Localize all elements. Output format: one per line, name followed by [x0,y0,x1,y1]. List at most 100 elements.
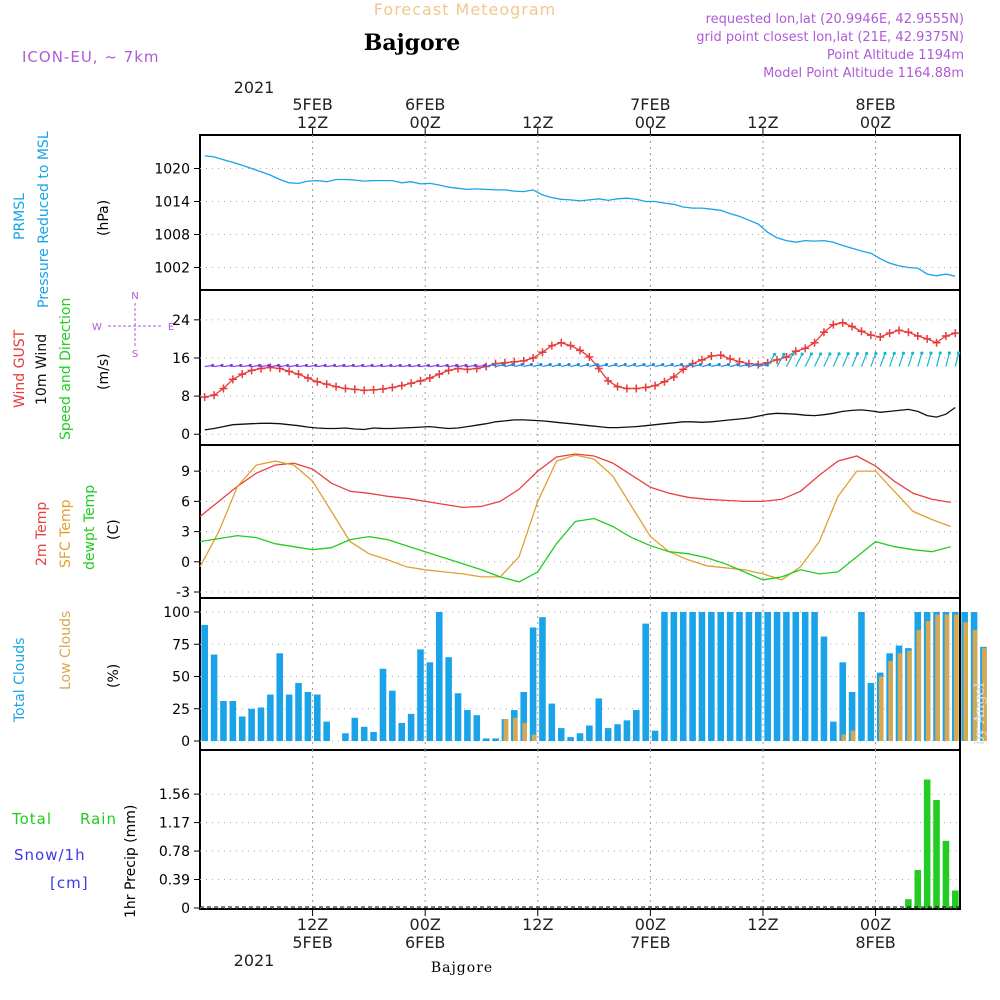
pressure-panel-frame [199,134,961,291]
wind-arrow-head [239,363,243,368]
low-clouds-bar [935,614,940,741]
wind-arrow-head [576,363,580,367]
wind-gust-marker [397,381,406,390]
wind-gust-marker [848,322,857,331]
wind-arrow-head [947,351,952,355]
total-clouds-bar [820,636,828,741]
wind-arrow-head [819,352,823,356]
total-clouds-bar [576,733,584,741]
prmsl-line [204,155,956,277]
prmsl-label: PRMSL [12,193,28,240]
compass-rose: N S W E [92,291,174,360]
total-clouds-bar [848,691,856,741]
total-clouds-bar [464,710,471,741]
wind-gust-marker [716,351,725,360]
wind-gust-marker [313,377,322,386]
total-clouds-bar [238,716,246,741]
top-axis-day-label: 8FEB [855,95,895,114]
wind-gust-marker [885,329,894,338]
total-clouds-bar [557,728,565,741]
wind-direction-arrow [832,353,840,367]
wind-direction-arrow [823,353,831,367]
wind-arrow-head [567,363,571,367]
bottom-year-label: 2021 [234,951,275,970]
total-clouds-bar [717,612,725,741]
bottom-axis-day-label: 7FEB [630,933,670,952]
precip-panel-frame [199,749,961,910]
total-clouds-bar [811,612,818,741]
temp-2m-line [199,453,951,518]
wind-arrow-head [220,363,224,368]
wind-arrow-head [901,351,906,355]
wind-arrow-head [548,363,552,367]
wind-gust-marker [622,384,631,393]
total-clouds-bar [689,612,696,741]
top-axis-hour-label: 12Z [747,113,778,132]
total-clouds-bar [248,708,255,741]
total-clouds-bar [783,612,790,741]
wind-gust-marker [838,318,847,327]
wind-gust-marker [904,328,913,337]
total-clouds-bar [708,612,715,741]
precip-ytick-label: 0.78 [159,844,190,860]
low-clouds-bar [850,730,856,741]
wind-gust-marker [613,382,622,391]
wind-10m-label: 10m Wind [34,334,50,405]
precip-snow-label: Snow/1h [14,846,86,864]
wind-gust-marker [819,328,828,337]
wind-gust-marker [416,376,425,385]
total-clouds-bar [773,612,781,741]
wind-arrow-head [920,351,924,355]
wind-gust-marker [322,380,331,389]
wind-arrow-head [501,363,505,367]
wind-gust-marker [895,326,904,335]
wind-gust-marker [247,366,256,375]
total-clouds-bar [745,612,753,741]
wind-gust-marker [210,391,219,400]
temp-ytick-label: 3 [181,525,190,541]
wind-10m-line [204,406,956,431]
wind-direction-arrow [935,352,941,367]
wind-arrow-head [604,363,609,367]
total-clouds-bar [586,725,593,741]
total-clouds-bar [567,737,574,741]
wind-gust-marker [594,364,603,373]
wind-gust-marker [801,344,810,353]
wind-arrow-head [809,352,814,356]
wind-gust-marker [538,348,547,357]
total-clouds-bar [267,694,274,741]
total-clouds-bar [792,612,800,741]
wind-arrow-head [846,352,850,356]
wind-ytick-label: 8 [181,389,190,405]
total-clouds-bar [229,701,237,741]
wind-gust-marker [566,341,575,350]
wind-gust-marker [557,338,566,347]
wind-arrow-head [670,363,674,367]
precip-rain-label: Rain [80,810,117,828]
wind-gust-marker [641,383,650,392]
total-clouds-bar [633,710,640,741]
wind-gust-marker [604,376,613,385]
wind-arrow-head [800,352,804,356]
dewpt-temp-line [199,517,951,583]
wind-arrow-head [929,351,933,355]
wind-arrow-head [436,363,440,368]
total-clouds-bar [398,722,406,741]
wind-gust-marker [341,384,350,393]
low-clouds-bar [944,614,950,741]
precip-ytick-label: 1.56 [159,787,190,803]
wind-arrow-head [726,363,731,367]
wind-arrow-head [417,363,421,368]
wind-gust-marker [350,385,359,394]
rain-bar [914,870,922,908]
clouds-ytick-label: 75 [172,637,190,653]
low-clouds-bar [953,614,959,741]
total-clouds-bar [454,693,462,741]
precip-total-label: Total [11,810,52,828]
low-clouds-bar [888,661,893,741]
precip-ytick-label: 0.39 [159,873,190,889]
low-clouds-bar [916,630,922,741]
pressure-ytick-label: 1002 [154,261,190,277]
compass-n-label: N [131,291,138,302]
